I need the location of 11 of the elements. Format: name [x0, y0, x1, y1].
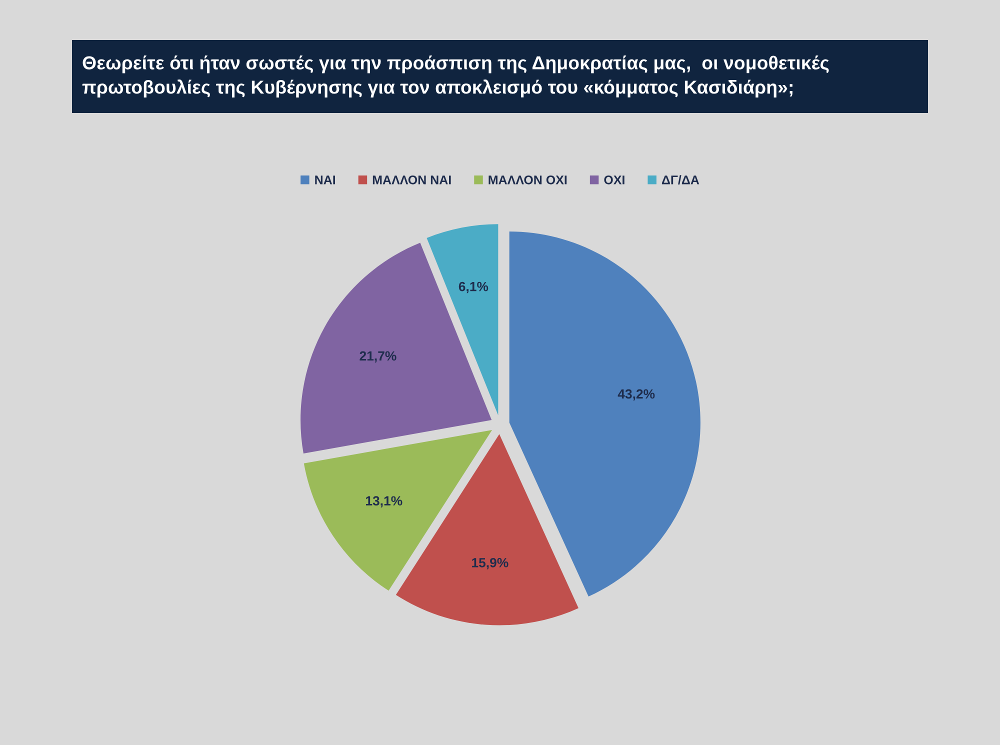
legend-label: ΔΓ/ΔΑ — [662, 175, 700, 184]
chart-title: Θεωρείτε ότι ήταν σωστές για την προάσπιση της Δημοκρατίας μας, οι νομοθετικές πρωτοβουλίες της Κυβέρνησης για τον αποκλεισμό του «κόμματος Κασιδιάρη»; — [82, 56, 829, 98]
data-label: 21,7% — [360, 351, 396, 363]
data-label: 13,1% — [366, 496, 402, 508]
data-label: 43,2% — [618, 389, 655, 401]
legend-label: ΜΑΛΛΟΝ ΝΑΙ — [372, 176, 451, 184]
legend-label: ΝΑΙ — [315, 176, 336, 184]
legend-label: ΟΧΙ — [604, 176, 624, 184]
data-label: 15,9% — [472, 558, 508, 570]
legend-label: ΜΑΛΛΟΝ ΟΧΙ — [488, 176, 567, 184]
data-label: 6,1% — [458, 282, 488, 294]
